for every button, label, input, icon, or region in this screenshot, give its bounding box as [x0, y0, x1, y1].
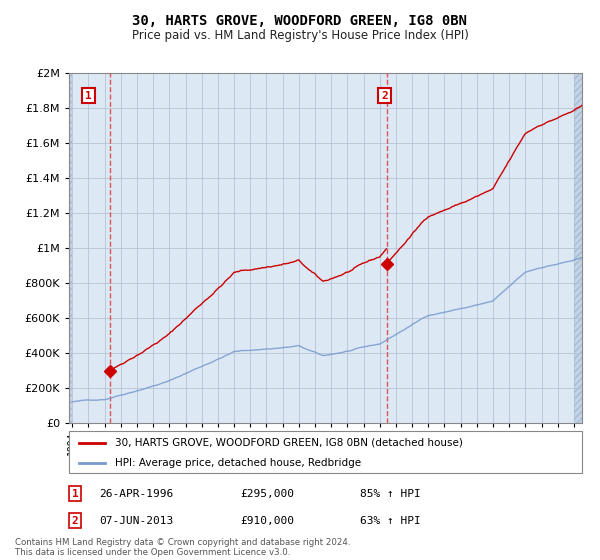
Text: 30, HARTS GROVE, WOODFORD GREEN, IG8 0BN (detached house): 30, HARTS GROVE, WOODFORD GREEN, IG8 0BN… — [115, 438, 463, 448]
Bar — [69, 73, 72, 423]
Text: 1: 1 — [85, 91, 92, 101]
FancyBboxPatch shape — [69, 431, 582, 473]
Text: 1: 1 — [71, 489, 79, 499]
Text: £295,000: £295,000 — [240, 489, 294, 499]
Text: 63% ↑ HPI: 63% ↑ HPI — [360, 516, 421, 526]
Text: 2: 2 — [71, 516, 79, 526]
Text: 2: 2 — [381, 91, 388, 101]
Text: 07-JUN-2013: 07-JUN-2013 — [99, 516, 173, 526]
Text: HPI: Average price, detached house, Redbridge: HPI: Average price, detached house, Redb… — [115, 458, 361, 468]
Text: 85% ↑ HPI: 85% ↑ HPI — [360, 489, 421, 499]
Text: Price paid vs. HM Land Registry's House Price Index (HPI): Price paid vs. HM Land Registry's House … — [131, 29, 469, 42]
Text: 30, HARTS GROVE, WOODFORD GREEN, IG8 0BN: 30, HARTS GROVE, WOODFORD GREEN, IG8 0BN — [133, 14, 467, 28]
Text: 26-APR-1996: 26-APR-1996 — [99, 489, 173, 499]
Text: £910,000: £910,000 — [240, 516, 294, 526]
Text: Contains HM Land Registry data © Crown copyright and database right 2024.
This d: Contains HM Land Registry data © Crown c… — [15, 538, 350, 557]
Bar — [574, 73, 582, 423]
